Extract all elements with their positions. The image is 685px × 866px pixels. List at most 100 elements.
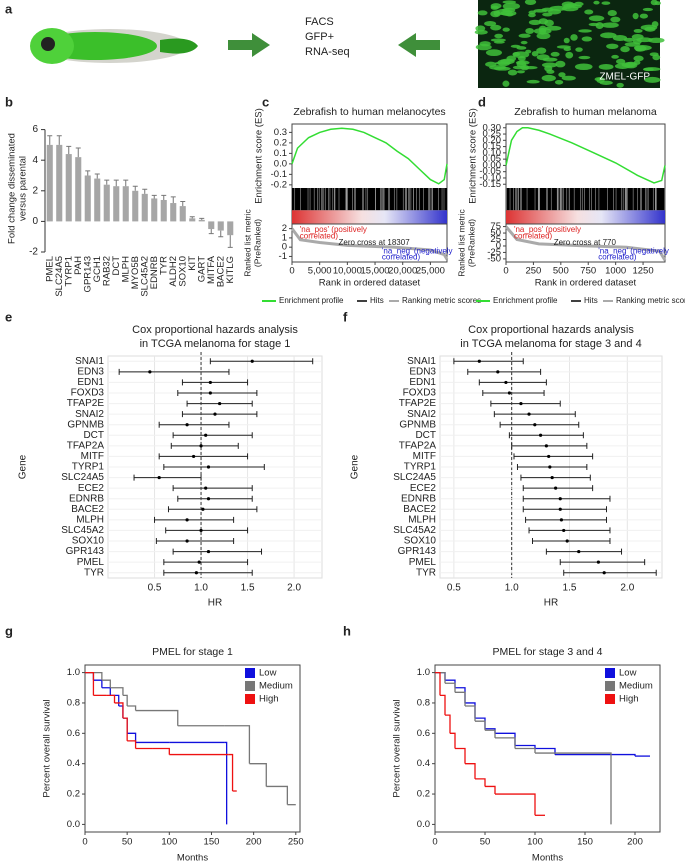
cell — [649, 52, 659, 57]
legend-swatch — [245, 681, 255, 691]
ci-bar — [522, 485, 594, 492]
ci-bar — [513, 453, 594, 460]
bar — [122, 186, 129, 222]
cell — [581, 36, 593, 42]
y-tick-label: GPNMB — [67, 419, 104, 430]
y2-axis-label: (PreRanked) — [466, 219, 476, 267]
ci-bar — [493, 411, 576, 418]
y-tick-label: 0.6 — [417, 728, 430, 739]
y-tick-label: 0.8 — [417, 697, 430, 708]
metric-line — [290, 227, 449, 260]
ci-bar — [177, 495, 253, 502]
cell — [502, 0, 517, 4]
hr-point — [596, 560, 601, 564]
ci-bar — [133, 474, 202, 481]
cell — [484, 21, 497, 27]
survival-step — [435, 671, 441, 696]
hr-point — [602, 571, 606, 575]
y-tick-label: 0.20 — [483, 135, 502, 146]
error-bar — [132, 185, 138, 191]
hr-point — [477, 359, 481, 363]
survival-step — [485, 785, 496, 795]
ci-bar — [508, 432, 584, 439]
annotation: 'na_pos' (positively — [300, 225, 367, 234]
annotation: correlated) — [300, 231, 339, 240]
legend-swatch — [605, 668, 615, 678]
survival-step — [465, 705, 476, 722]
cell — [506, 55, 516, 62]
hr-point — [548, 465, 552, 469]
ci-bar — [172, 432, 253, 439]
bar — [141, 193, 148, 222]
y-tick-label: 6 — [32, 124, 38, 135]
y-tick-label: 0.2 — [67, 789, 80, 800]
hr-point — [519, 401, 523, 406]
legend-label: Low — [259, 668, 277, 679]
hr-point — [544, 444, 548, 448]
cell — [490, 5, 499, 10]
legend-label: High — [259, 694, 279, 705]
legend-label: Ranking metric scores — [616, 296, 685, 305]
x-tick-label: 5,000 — [308, 266, 332, 277]
x-tick-label: 1.5 — [241, 583, 255, 594]
cell — [588, 22, 599, 27]
survival-step — [475, 717, 486, 729]
survival-step — [127, 740, 137, 749]
x-tick-label: 0 — [432, 837, 437, 848]
ci-bar — [209, 358, 314, 365]
hr-point — [192, 454, 196, 459]
y-tick-label: TYR — [416, 567, 436, 578]
bar — [94, 178, 101, 222]
y-tick-label: SLC45A2 — [61, 525, 104, 536]
flow-text: GFP+ — [305, 31, 334, 43]
panel-label: g — [5, 623, 13, 638]
y-tick-label: 0 — [32, 216, 38, 227]
error-bar — [170, 196, 176, 204]
survival-step — [445, 714, 451, 734]
hr-point — [206, 549, 211, 554]
rank-strip — [292, 210, 447, 224]
y-tick-label: SNAI1 — [75, 356, 104, 367]
survival-step — [101, 679, 111, 688]
y-axis-label: versus parental — [18, 156, 29, 221]
survival-step — [224, 725, 251, 764]
ci-bar — [520, 474, 591, 481]
y-tick-label: -0.2 — [271, 179, 287, 190]
y-tick-label: 0.10 — [483, 147, 502, 158]
cell — [477, 10, 488, 16]
x-tick-label: 20,000 — [388, 266, 417, 277]
y-tick-label: EDN1 — [77, 377, 104, 388]
cell — [578, 29, 592, 33]
cell — [475, 25, 486, 32]
plot-frame — [434, 664, 661, 833]
x-tick-label: TYR — [158, 256, 169, 275]
x-tick-label: DCT — [111, 256, 122, 276]
y-tick-label: PMEL — [77, 557, 105, 568]
cell — [561, 1, 575, 8]
x-tick-label: 1.0 — [505, 583, 519, 594]
x-tick-label: TYRP1 — [63, 256, 74, 287]
ci-bar — [522, 495, 611, 502]
annotation: correlated) — [382, 253, 421, 262]
hr-point — [558, 497, 562, 501]
y-tick-label: TYRP1 — [404, 462, 437, 473]
cell — [531, 50, 539, 57]
panel-label: f — [343, 309, 348, 324]
cell — [545, 25, 562, 31]
ci-bar — [158, 453, 249, 460]
survival-step — [127, 705, 137, 711]
x-tick-label: 0 — [503, 266, 508, 277]
ci-bar — [545, 548, 623, 555]
cell — [614, 63, 631, 70]
annotation: Zero cross at 18307 — [339, 238, 411, 247]
cell — [550, 51, 560, 57]
cell — [565, 51, 574, 59]
cell — [600, 32, 617, 39]
ci-bar — [163, 569, 253, 576]
y-tick-label: SNAI2 — [75, 409, 104, 420]
cell — [526, 79, 540, 84]
survival-step — [475, 720, 486, 731]
x-axis-label: Rank in ordered dataset — [319, 278, 421, 289]
cell — [601, 1, 611, 5]
x-tick-label: 10,000 — [333, 266, 362, 277]
